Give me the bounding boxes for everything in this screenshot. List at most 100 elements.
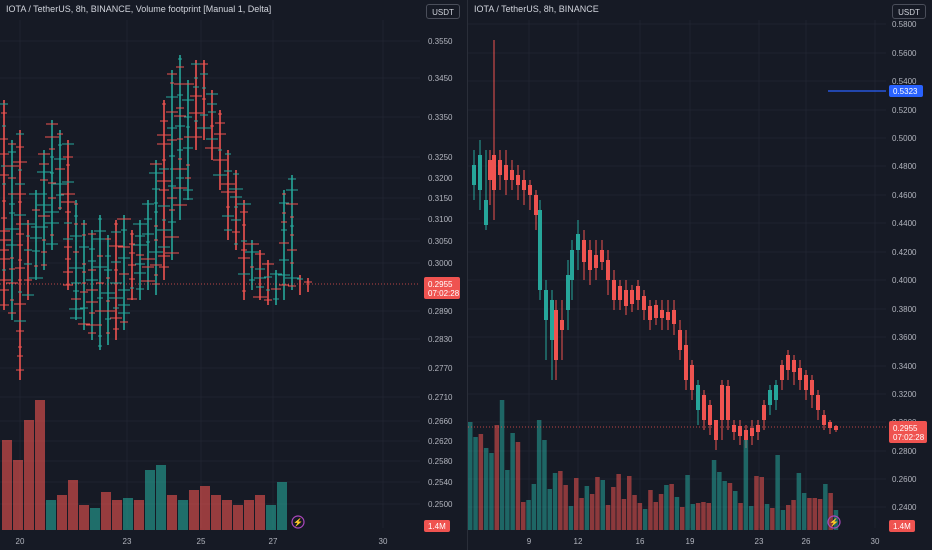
pane-divider[interactable] xyxy=(467,0,468,550)
level-price-badge xyxy=(889,85,923,97)
candlestick-chart-canvas[interactable]: 0.5800 0.5600 0.5400 0.5200 0.5000 0.4800 0.46… xyxy=(468,0,932,550)
candle-body xyxy=(570,250,574,280)
volume-bar xyxy=(770,508,775,530)
candle-body xyxy=(538,210,542,290)
candlestick-chart-pane[interactable]: 0.5800 0.5600 0.5400 0.5200 0.5000 0.4800 0.46… xyxy=(468,0,932,550)
candle-body xyxy=(678,330,682,350)
candle-body xyxy=(654,305,658,318)
volume-bar xyxy=(90,508,100,530)
candle-body xyxy=(522,180,526,190)
price-axis-label: 0.4400 xyxy=(892,219,917,228)
price-axis-label: 0.5000 xyxy=(892,134,917,143)
volume-bar xyxy=(680,507,685,530)
candle-body xyxy=(804,375,808,390)
left-currency-button[interactable]: USDT xyxy=(426,4,460,19)
candle-body xyxy=(750,428,754,436)
volume-bar xyxy=(468,422,473,530)
time-axis-label: 30 xyxy=(871,537,880,546)
volume-bar xyxy=(558,471,563,530)
price-axis-label: 0.2580 xyxy=(428,457,453,466)
candle-body xyxy=(786,355,790,370)
volume-bar xyxy=(189,490,199,530)
price-axis-label: 0.3250 xyxy=(428,153,453,162)
volume-bar xyxy=(637,503,643,530)
lightning-icon-glyph: ⚡ xyxy=(829,517,839,527)
volume-bar xyxy=(669,484,674,530)
volume-bar xyxy=(244,500,254,530)
volume-bar xyxy=(521,502,526,530)
volume-bar xyxy=(711,460,717,530)
candle-body xyxy=(498,160,502,175)
price-axis-label: 0.2710 xyxy=(428,393,453,402)
volume-bar xyxy=(786,505,791,530)
lightning-icon xyxy=(827,515,841,529)
candle-body xyxy=(492,155,496,190)
time-axis-label: 27 xyxy=(269,537,278,546)
volume-bar xyxy=(101,492,111,530)
price-axis-label: 0.2620 xyxy=(428,437,453,446)
volume-bar xyxy=(123,498,133,530)
volume-bar xyxy=(568,506,574,530)
candle-body xyxy=(478,155,482,190)
lightning-icon xyxy=(291,515,305,529)
price-axis-label: 0.5800 xyxy=(892,20,917,29)
volume-bar xyxy=(801,493,807,530)
volume-bar xyxy=(833,510,839,530)
candle-body xyxy=(816,395,820,410)
time-axis-label: 12 xyxy=(574,537,583,546)
candle-body xyxy=(792,360,796,372)
candle-body xyxy=(822,415,826,425)
price-axis-label: 0.2890 xyxy=(428,307,453,316)
candle-body xyxy=(714,420,718,440)
left-chart-title: IOTA / TetherUS, 8h, BINANCE, Volume foo… xyxy=(6,4,272,14)
candle-body xyxy=(516,175,520,185)
volume-value: 1.4M xyxy=(428,522,446,531)
candle-body xyxy=(488,160,492,180)
candle-body xyxy=(720,385,724,420)
price-axis-label: 0.3200 xyxy=(892,390,917,399)
volume-bar xyxy=(574,478,579,530)
level-price-value: 0.5323 xyxy=(893,87,918,96)
volume-bar xyxy=(156,465,166,530)
volume-bar xyxy=(536,420,542,530)
candle-body xyxy=(726,386,730,420)
price-axis-label: 0.2400 xyxy=(892,503,917,512)
right-chart-title: IOTA / TetherUS, 8h, BINANCE xyxy=(474,4,599,14)
time-axis-label: 30 xyxy=(379,537,388,546)
candle-body xyxy=(756,425,760,432)
price-axis-label: 0.2800 xyxy=(892,447,917,456)
price-axis-label: 0.3150 xyxy=(428,194,453,203)
candle-body xyxy=(780,365,784,380)
candle-body xyxy=(484,200,488,225)
footprint-chart-pane[interactable]: 0.3550 0.3450 0.3350 0.3250 0.3200 0.3150 0.31… xyxy=(0,0,467,550)
price-axis-label: 0.2540 xyxy=(428,478,453,487)
volume-bar xyxy=(828,493,833,530)
price-axis-label: 0.3800 xyxy=(892,305,917,314)
volume-bar xyxy=(79,505,89,530)
candle-body xyxy=(642,296,646,310)
candle-body xyxy=(612,280,616,300)
volume-bar xyxy=(701,502,706,530)
volume-bar xyxy=(653,502,658,530)
volume-bar xyxy=(743,440,749,530)
volume-bar xyxy=(13,460,23,530)
candle-body xyxy=(660,310,664,318)
volume-bar xyxy=(200,486,210,530)
volume-bar xyxy=(178,500,188,530)
volume-bar xyxy=(222,500,232,530)
candle-body xyxy=(588,250,592,270)
time-axis-label: 20 xyxy=(16,537,25,546)
right-currency-button[interactable]: USDT xyxy=(892,4,926,19)
volume-bar xyxy=(552,473,558,530)
time-axis-label: 25 xyxy=(197,537,206,546)
volume-bar xyxy=(526,500,531,530)
candle-body xyxy=(636,286,640,300)
candle-body xyxy=(762,405,766,420)
footprint-chart-canvas[interactable]: 0.3550 0.3450 0.3350 0.3250 0.3200 0.3150 0.31… xyxy=(0,0,467,550)
candle-body xyxy=(732,425,736,432)
volume-bar xyxy=(748,506,754,530)
volume-bar xyxy=(616,474,621,530)
volume-bar xyxy=(510,433,515,530)
volume-bar xyxy=(211,495,221,530)
